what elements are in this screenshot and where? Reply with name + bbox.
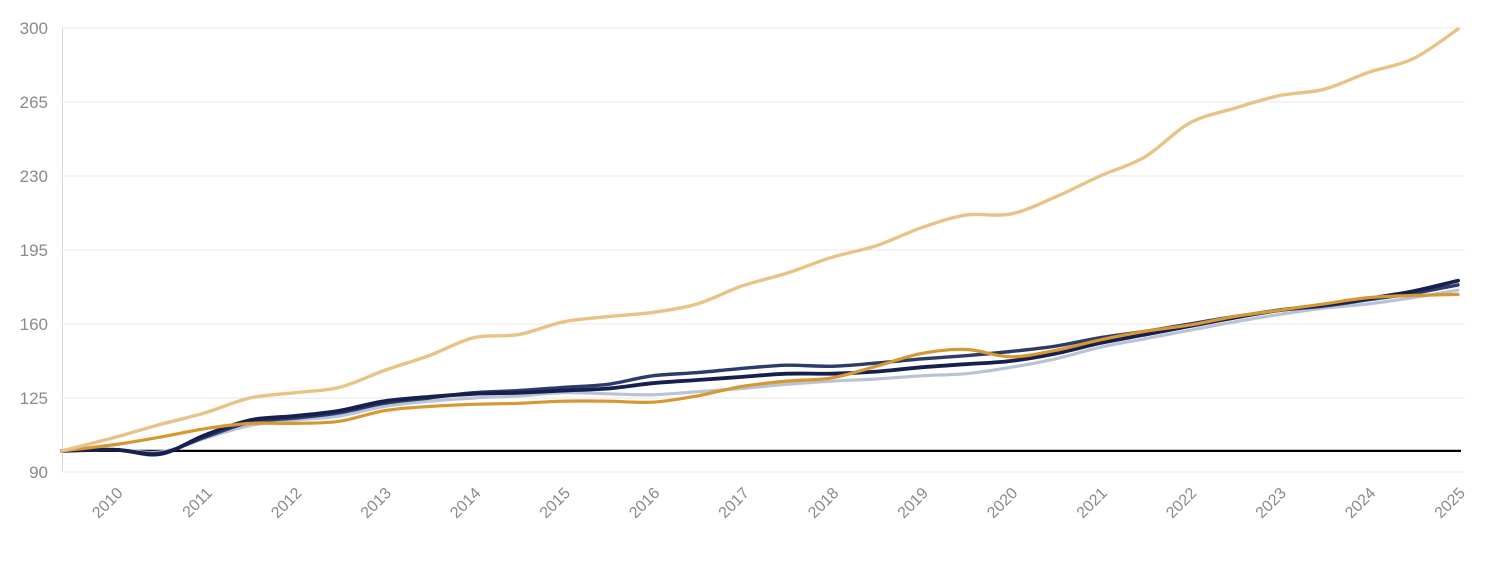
y-axis-label-265: 265 xyxy=(20,93,48,112)
x-axis-label-2020: 2020 xyxy=(984,485,1021,522)
light-blue-line xyxy=(60,288,1460,455)
x-axis-label-2013: 2013 xyxy=(358,485,395,522)
x-axis-label-2021: 2021 xyxy=(1074,485,1111,522)
y-axis-label-195: 195 xyxy=(20,241,48,260)
x-axis-label-2022: 2022 xyxy=(1163,485,1200,522)
x-axis-label-2015: 2015 xyxy=(537,485,574,522)
y-axis-label-300: 300 xyxy=(20,19,48,38)
x-axis-label-2025: 2025 xyxy=(1432,485,1469,522)
x-axis-label-2011: 2011 xyxy=(180,485,216,521)
x-axis-label-2024: 2024 xyxy=(1342,485,1379,522)
x-axis-label-2016: 2016 xyxy=(626,485,663,522)
y-axis-label-230: 230 xyxy=(20,167,48,186)
x-axis-label-2018: 2018 xyxy=(805,485,842,522)
slate-navy-line xyxy=(60,283,1460,456)
x-axis-label-2017: 2017 xyxy=(716,485,753,522)
y-axis-label-90: 90 xyxy=(29,463,48,482)
orange-line xyxy=(60,292,1460,453)
x-axis-label-2023: 2023 xyxy=(1253,485,1290,522)
y-axis-label-125: 125 xyxy=(20,389,48,408)
x-axis-label-2012: 2012 xyxy=(268,485,305,522)
light-tan-line xyxy=(60,27,1460,453)
x-axis-label-2019: 2019 xyxy=(895,485,932,522)
y-axis-label-160: 160 xyxy=(20,315,48,334)
x-axis-label-2014: 2014 xyxy=(447,485,484,522)
x-axis-label-2010: 2010 xyxy=(89,485,126,522)
